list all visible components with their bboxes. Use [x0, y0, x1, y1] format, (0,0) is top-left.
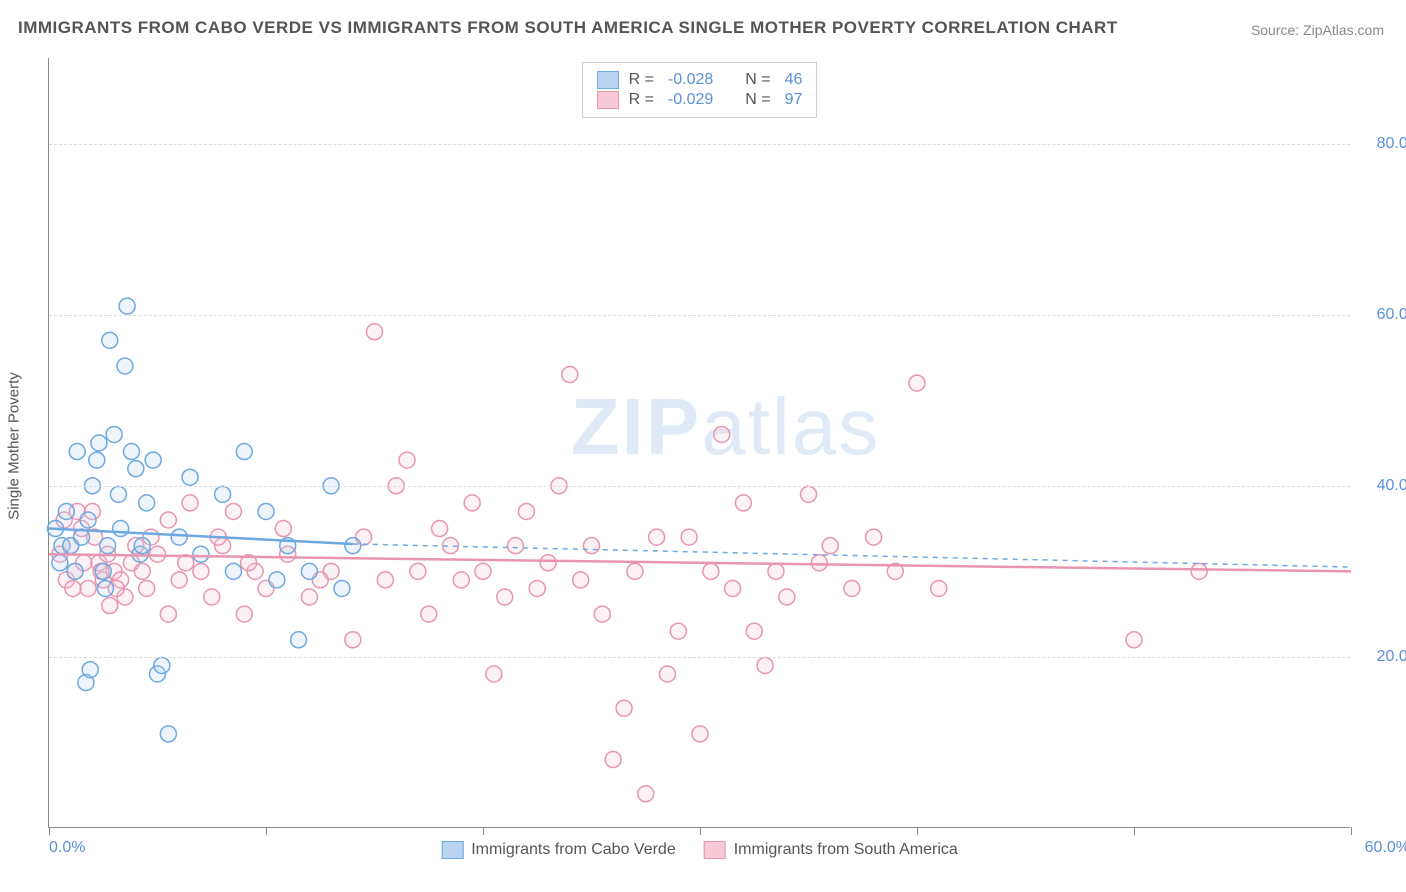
- x-tick-label-min: 0.0%: [49, 839, 85, 857]
- chart-title: IMMIGRANTS FROM CABO VERDE VS IMMIGRANTS…: [18, 18, 1118, 38]
- grid-line: [49, 486, 1350, 487]
- y-tick-label: 40.0%: [1377, 477, 1406, 495]
- legend-row-2: R = -0.029 N = 97: [597, 91, 803, 109]
- grid-line: [49, 657, 1350, 658]
- correlation-legend: R = -0.028 N = 46 R = -0.029 N = 97: [582, 62, 818, 118]
- chart-svg: [49, 58, 1350, 827]
- x-tick-label-max: 60.0%: [1365, 839, 1406, 857]
- y-tick-label: 80.0%: [1377, 135, 1406, 153]
- series-legend: Immigrants from Cabo Verde Immigrants fr…: [441, 841, 958, 859]
- swatch-series-1: [597, 71, 619, 89]
- n-label-2: N =: [745, 91, 770, 109]
- x-tick: [1351, 827, 1352, 835]
- swatch-bottom-2: [704, 841, 726, 859]
- series-name-1: Immigrants from Cabo Verde: [471, 841, 676, 859]
- source-attribution: Source: ZipAtlas.com: [1251, 22, 1384, 38]
- x-tick: [917, 827, 918, 835]
- legend-item-1: Immigrants from Cabo Verde: [441, 841, 676, 859]
- y-tick-label: 60.0%: [1377, 306, 1406, 324]
- plot-area: ZIPatlas R = -0.028 N = 46 R = -0.029 N …: [48, 58, 1350, 828]
- legend-item-2: Immigrants from South America: [704, 841, 958, 859]
- r-label-1: R =: [629, 71, 654, 89]
- r-value-2: -0.029: [668, 91, 713, 109]
- series-name-2: Immigrants from South America: [734, 841, 958, 859]
- y-tick-label: 20.0%: [1377, 648, 1406, 666]
- x-tick: [49, 827, 50, 835]
- grid-line: [49, 144, 1350, 145]
- grid-line: [49, 315, 1350, 316]
- x-tick: [1134, 827, 1135, 835]
- x-tick: [483, 827, 484, 835]
- swatch-bottom-1: [441, 841, 463, 859]
- r-label-2: R =: [629, 91, 654, 109]
- y-axis-label: Single Mother Poverty: [6, 372, 23, 520]
- legend-row-1: R = -0.028 N = 46: [597, 71, 803, 89]
- x-tick: [266, 827, 267, 835]
- n-label-1: N =: [745, 71, 770, 89]
- n-value-2: 97: [785, 91, 803, 109]
- swatch-series-2: [597, 91, 619, 109]
- x-tick: [700, 827, 701, 835]
- n-value-1: 46: [785, 71, 803, 89]
- r-value-1: -0.028: [668, 71, 713, 89]
